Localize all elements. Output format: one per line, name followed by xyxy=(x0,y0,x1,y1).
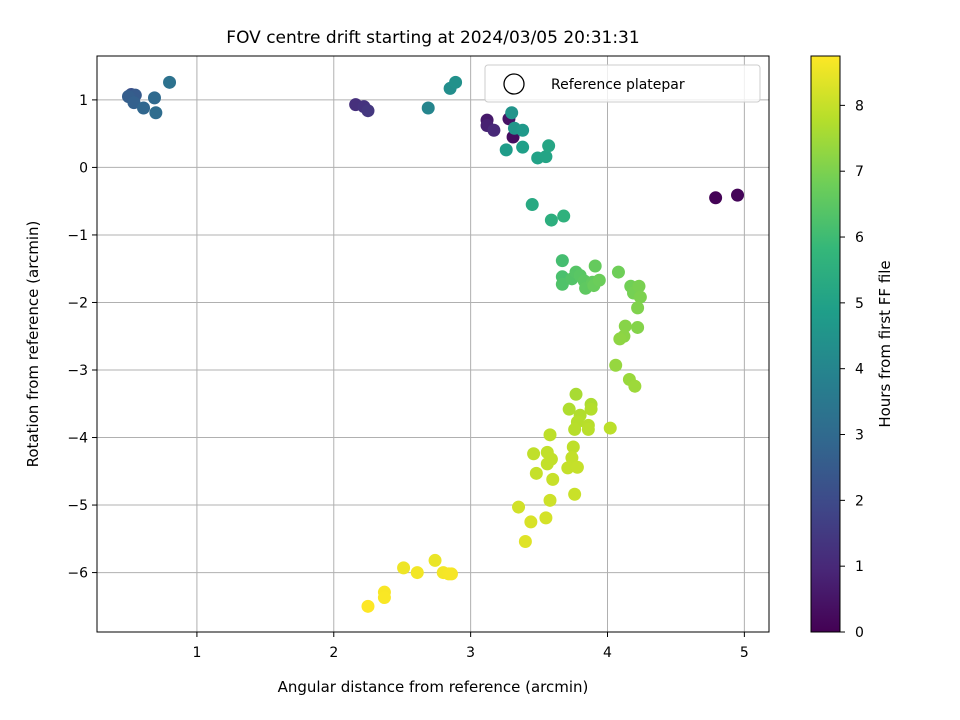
data-point xyxy=(512,500,526,514)
data-point xyxy=(524,515,538,529)
data-point xyxy=(581,422,595,436)
chart-title: FOV centre drift starting at 2024/03/05 … xyxy=(226,28,639,48)
colorbar-tick-label: 1 xyxy=(855,559,864,575)
x-tick-label: 4 xyxy=(603,645,612,661)
data-point xyxy=(544,213,558,227)
colorbar-tick-label: 4 xyxy=(855,362,864,378)
data-point xyxy=(137,101,151,115)
legend-box xyxy=(484,64,761,103)
data-point xyxy=(709,191,723,205)
data-point xyxy=(525,198,539,212)
y-axis-ticks: 1 0 −1 −2 −3 −4 −5 −6 xyxy=(67,93,97,582)
data-point xyxy=(149,106,163,120)
data-point xyxy=(361,104,375,118)
data-point xyxy=(609,358,623,372)
data-point xyxy=(561,461,575,475)
colorbar-tick-label: 2 xyxy=(855,493,864,509)
colorbar-label: Hours from first FF file xyxy=(876,260,894,427)
plot-frame xyxy=(96,55,770,633)
x-tick-label: 2 xyxy=(329,645,338,661)
data-point xyxy=(410,566,424,580)
data-point xyxy=(566,440,580,454)
legend-marker-hollow-circle xyxy=(503,73,525,95)
data-point xyxy=(557,209,571,223)
data-point xyxy=(584,402,598,416)
data-point xyxy=(361,599,375,613)
colorbar-tick-label: 0 xyxy=(855,625,864,641)
data-point xyxy=(518,535,532,549)
data-point xyxy=(565,451,579,465)
data-point xyxy=(546,472,560,486)
data-point xyxy=(529,466,543,480)
colorbar-tick-label: 8 xyxy=(855,98,864,114)
data-point xyxy=(613,332,627,346)
y-axis-label: Rotation from reference (arcmin) xyxy=(24,221,42,468)
colorbar xyxy=(810,55,841,633)
data-point xyxy=(555,277,569,291)
data-point xyxy=(444,567,458,581)
colorbar-ticks: 0 1 2 3 4 5 6 7 8 xyxy=(840,98,864,641)
data-point xyxy=(628,379,642,393)
data-point xyxy=(632,279,646,293)
data-point xyxy=(516,123,530,137)
y-tick-label: −5 xyxy=(67,498,88,514)
y-tick-label: 0 xyxy=(79,160,88,176)
data-point xyxy=(731,188,745,202)
colorbar-tick-label: 3 xyxy=(855,428,864,444)
y-tick-label: −3 xyxy=(67,363,88,379)
data-point xyxy=(592,273,606,287)
data-point xyxy=(618,319,632,333)
data-point xyxy=(631,320,645,334)
data-point xyxy=(555,254,569,268)
data-point xyxy=(543,493,557,507)
data-point xyxy=(428,553,442,567)
data-point xyxy=(611,265,625,279)
data-point xyxy=(542,139,556,153)
data-point xyxy=(377,591,391,605)
legend: Reference platepar xyxy=(484,64,761,103)
x-tick-label: 5 xyxy=(740,645,749,661)
data-point xyxy=(505,106,519,120)
data-point xyxy=(562,402,576,416)
data-point xyxy=(633,290,647,304)
data-point xyxy=(421,101,435,115)
data-point xyxy=(570,460,584,474)
data-point xyxy=(449,75,463,89)
data-point xyxy=(516,140,530,154)
data-point xyxy=(527,447,541,461)
data-point xyxy=(540,457,554,471)
data-point xyxy=(499,143,513,157)
data-point xyxy=(487,123,501,137)
y-tick-label: 1 xyxy=(79,93,88,109)
data-point xyxy=(397,561,411,575)
data-point xyxy=(568,487,582,501)
x-axis-ticks: 1 2 3 4 5 xyxy=(192,632,749,661)
data-point xyxy=(603,421,617,435)
data-point xyxy=(127,96,141,110)
y-tick-label: −6 xyxy=(67,566,88,582)
legend-label-reference-platepar: Reference platepar xyxy=(551,77,685,93)
x-tick-label: 1 xyxy=(192,645,201,661)
data-point xyxy=(569,387,583,401)
colorbar-tick-label: 5 xyxy=(855,296,864,312)
scatter-points xyxy=(121,75,745,613)
data-point xyxy=(539,511,553,525)
data-point xyxy=(147,91,161,105)
data-point xyxy=(163,75,177,89)
data-point xyxy=(568,422,582,436)
colorbar-tick-label: 7 xyxy=(855,164,864,180)
grid-lines xyxy=(97,56,769,632)
data-point xyxy=(631,301,645,315)
y-tick-label: −4 xyxy=(67,431,88,447)
colorbar-tick-label: 6 xyxy=(855,230,864,246)
x-tick-label: 3 xyxy=(466,645,475,661)
y-tick-label: −1 xyxy=(67,228,88,244)
y-tick-label: −2 xyxy=(67,295,88,311)
data-point xyxy=(543,428,557,442)
data-point xyxy=(588,259,602,273)
data-point xyxy=(539,150,553,164)
x-axis-label: Angular distance from reference (arcmin) xyxy=(278,678,589,696)
